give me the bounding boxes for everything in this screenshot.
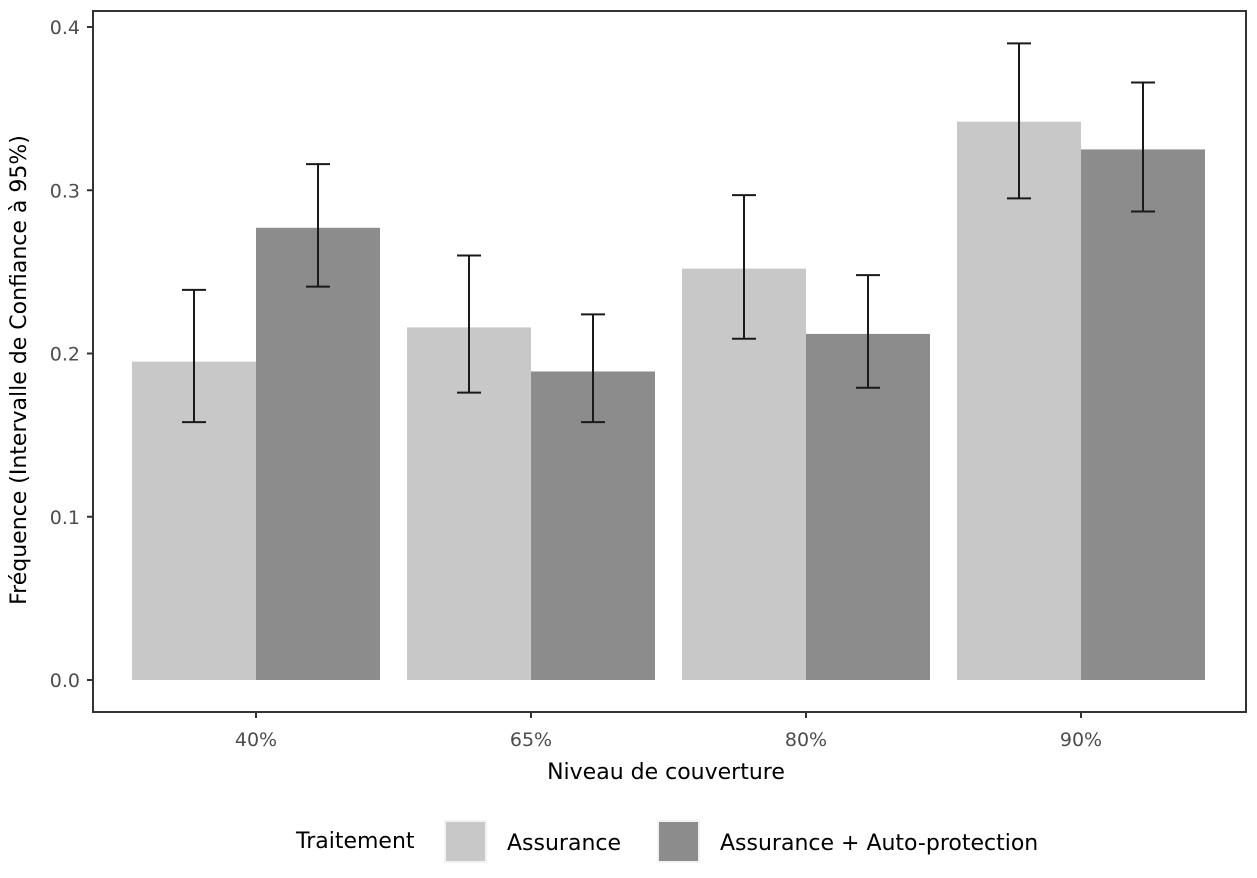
error-bar-assurance-40 (182, 288, 206, 424)
legend-label-assurance: Assurance (507, 831, 621, 856)
legend-swatch-assurance (446, 822, 485, 861)
y-tick-label-3: 0.3 (50, 180, 80, 202)
y-axis: 0.0 0.1 0.2 0.3 0.4 (50, 17, 93, 692)
error-bar-assurance-65 (457, 254, 481, 394)
x-tick-label-90: 90% (1060, 729, 1102, 751)
error-bar-assurance-auto-protection-40 (306, 163, 330, 288)
y-tick-label-1: 0.1 (50, 507, 80, 529)
x-axis: 40% 65% 80% 90% (235, 712, 1102, 751)
y-tick-label-0: 0.0 (50, 670, 80, 692)
x-tick-label-65: 65% (510, 729, 552, 751)
error-bar-assurance-90 (1007, 42, 1031, 200)
error-bar-assurance-80 (732, 194, 756, 340)
y-axis-title: Fréquence (Intervalle de Confiance à 95%… (7, 135, 32, 605)
bar-assurance-90 (957, 121, 1081, 680)
legend-swatch-assurance-auto-protection (659, 822, 698, 861)
plot-area (132, 42, 1205, 681)
x-tick-label-80: 80% (785, 729, 827, 751)
bar-assurance-auto-protection-40 (256, 227, 380, 681)
error-bar-assurance-auto-protection-90 (1131, 81, 1155, 213)
legend-title: Traitement (295, 829, 415, 854)
x-tick-label-40: 40% (235, 729, 277, 751)
error-bar-assurance-auto-protection-65 (581, 313, 605, 424)
legend-label-assurance-auto-protection: Assurance + Auto-protection (720, 831, 1038, 856)
bar-assurance-auto-protection-90 (1081, 149, 1205, 680)
legend: Traitement Assurance Assurance + Auto-pr… (295, 820, 1038, 863)
error-bar-assurance-auto-protection-80 (856, 274, 880, 389)
bar-assurance-auto-protection-80 (806, 333, 930, 680)
y-tick-label-2: 0.2 (50, 344, 80, 366)
y-tick-label-4: 0.4 (50, 17, 80, 39)
x-axis-title: Niveau de couverture (547, 760, 785, 785)
panel-border (92, 10, 1247, 713)
